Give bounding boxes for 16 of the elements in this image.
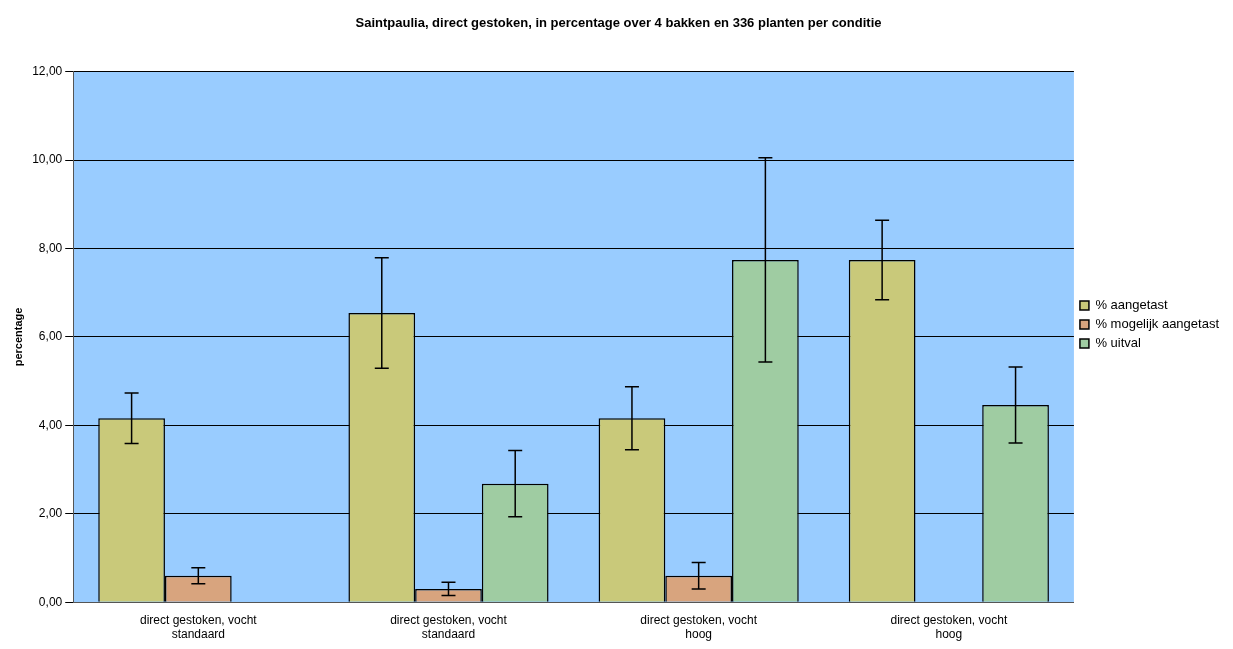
y-tick-label: 6,00 [38,329,63,344]
chart-title: Saintpaulia, direct gestoken, in percentage over 4 bakken en 336 planten per conditie [355,15,882,31]
x-tick-label: direct gestoken, vocht hoog [890,612,1008,642]
y-tick-label: 8,00 [38,240,63,255]
y-tick-label: 4,00 [38,417,63,432]
x-tick-label: direct gestoken, vocht hoog [640,612,758,642]
y-tick-label: 12,00 [32,63,63,78]
legend-label: % aangetast [1095,297,1169,313]
y-tick-label: 10,00 [32,152,63,167]
legend-label: % mogelijk aangetast [1095,316,1220,332]
y-tick-label: 0,00 [38,594,63,609]
x-tick-label: direct gestoken, vocht standaard [139,612,258,642]
legend-label: % uitval [1095,335,1142,351]
y-axis-title: percentage [11,307,24,367]
x-tick-label: direct gestoken, vocht standaard [390,612,508,642]
y-tick-label: 2,00 [38,506,63,521]
